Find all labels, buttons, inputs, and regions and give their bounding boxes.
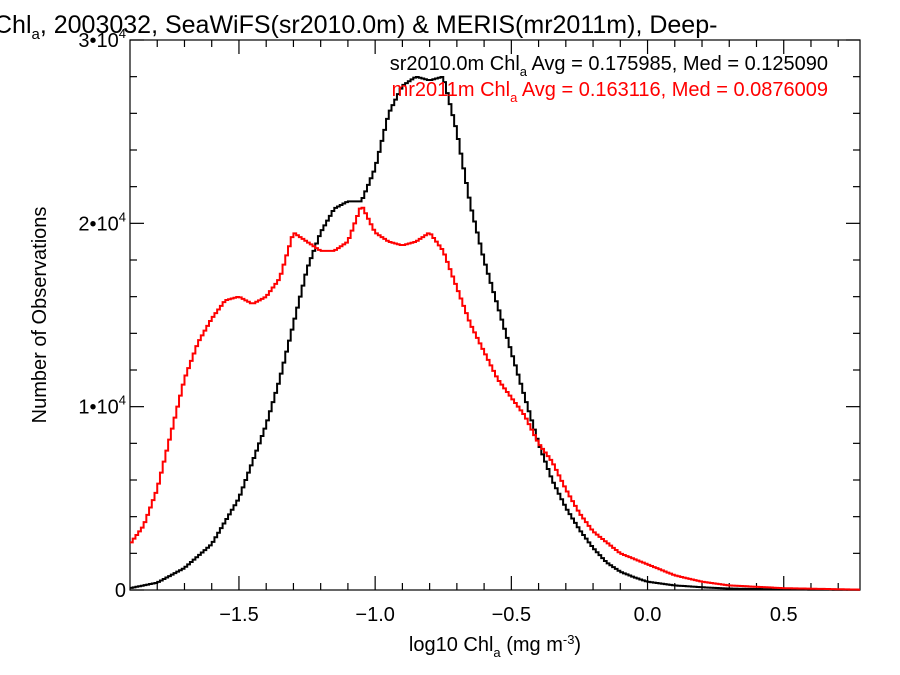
y-tick-label: 2•104 [78,209,126,235]
series-line-mr2011m [130,206,860,591]
x-tick-label: −1.0 [355,604,394,626]
y-tick-label: 0 [115,580,126,602]
plot-frame [129,39,861,591]
x-tick-label: −0.5 [492,604,531,626]
x-tick-label: −1.5 [219,604,258,626]
y-tick-label: 3•104 [78,26,126,52]
chart-title: Chla, 2003032, SeaWiFS(sr2010.0m) & MERI… [0,11,717,43]
x-tick-label: 0.5 [770,604,798,626]
y-tick-label: 1•104 [78,393,126,419]
series-line-sr2010.0m [130,76,860,591]
legend-series-1: sr2010.0m Chla Avg = 0.175985, Med = 0.1… [390,53,828,79]
x-tick-label: 0.0 [634,604,662,626]
axis-tick-labels: −1.5 −1.0 −0.5 0.0 0.5 0 1•104 2•104 3•104 [78,26,797,626]
axis-ticks [130,39,860,591]
x-axis-label: log10 Chla (mg m-3) [409,632,581,660]
y-axis-label: Number of Observations [29,207,51,424]
legend-series-2: mr2011m Chla Avg = 0.163116, Med = 0.087… [392,79,828,105]
series-lines [130,76,860,591]
